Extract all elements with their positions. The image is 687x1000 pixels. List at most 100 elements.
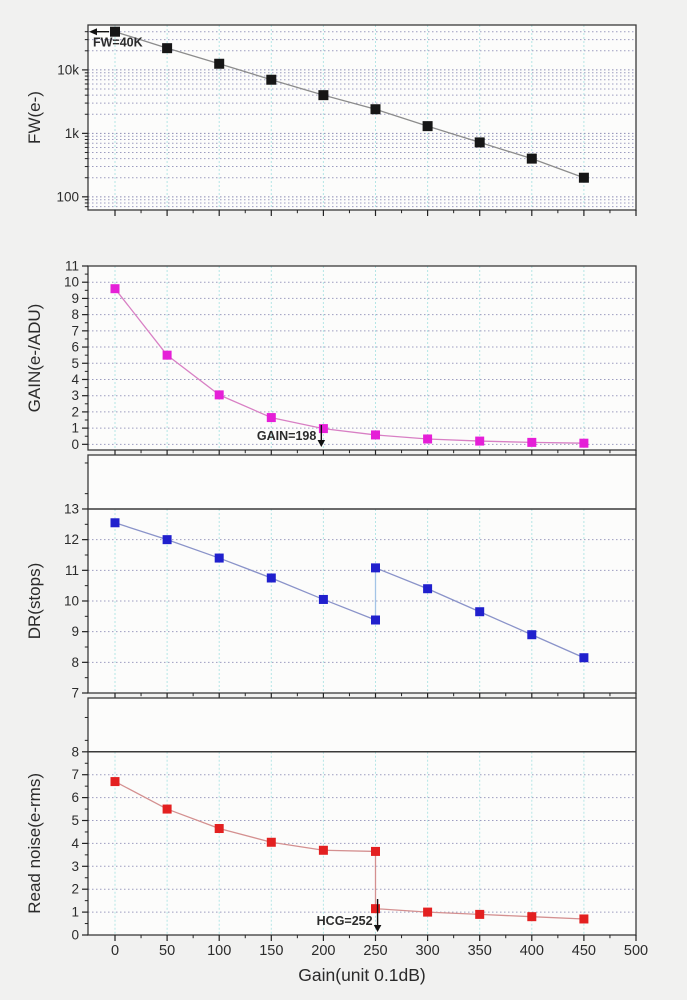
y-tick-label: 12 xyxy=(64,532,79,547)
y-tick-label: 1k xyxy=(65,126,80,141)
y-tick-label: 13 xyxy=(64,501,79,516)
series-segment-dr xyxy=(531,634,585,659)
series-segment-gain xyxy=(166,354,220,396)
y-tick-label: 11 xyxy=(65,563,79,578)
x-tick-label: 400 xyxy=(520,943,544,959)
y-tick-label: 5 xyxy=(71,813,79,828)
data-point-fw xyxy=(110,26,120,37)
data-point-fw xyxy=(214,58,225,69)
data-point-dr xyxy=(266,573,276,583)
data-point-read-noise xyxy=(527,912,537,922)
data-point-fw xyxy=(474,137,485,148)
data-point-gain xyxy=(162,350,172,360)
x-tick-label: 50 xyxy=(159,943,175,959)
series-segment-dr xyxy=(375,567,428,590)
series-segment-gain xyxy=(427,438,480,442)
series-segment-gain xyxy=(531,441,584,444)
panel-dr-frame xyxy=(87,454,637,694)
series-segment-gain xyxy=(479,440,532,444)
y-tick-label: 6 xyxy=(71,790,79,805)
data-point-fw xyxy=(266,74,277,85)
data-point-read-noise xyxy=(110,777,120,787)
data-point-dr xyxy=(318,594,328,604)
data-point-fw xyxy=(422,121,433,132)
data-point-gain xyxy=(318,424,328,434)
y-tick-label: 10 xyxy=(64,593,79,608)
y-tick-label: 1 xyxy=(71,421,79,436)
x-tick-label: 300 xyxy=(415,943,439,959)
data-point-read-noise xyxy=(162,804,172,814)
data-point-dr xyxy=(371,615,380,625)
y-tick-label: 7 xyxy=(71,686,79,701)
data-point-read-noise xyxy=(266,837,276,847)
y-tick-label: 0 xyxy=(71,928,79,943)
data-point-gain xyxy=(266,413,276,423)
panel-gain-frame xyxy=(87,265,637,451)
panel-dr-background xyxy=(88,455,636,693)
data-point-read-noise xyxy=(318,845,328,855)
data-point-fw xyxy=(578,172,589,183)
annotation-arrowhead xyxy=(317,440,326,447)
data-point-dr xyxy=(423,584,433,594)
x-tick-label: 200 xyxy=(311,943,335,959)
series-segment-read-noise xyxy=(427,911,480,916)
x-tick-label: 150 xyxy=(259,943,283,959)
series-segment-read-noise xyxy=(271,841,324,851)
x-tick-label: 0 xyxy=(111,943,119,959)
annotation-arrowhead xyxy=(373,925,382,932)
data-point-gain xyxy=(423,434,433,444)
series-segment-dr xyxy=(271,577,324,601)
panel-fw-frame xyxy=(87,24,637,211)
panel-read-noise-frame xyxy=(87,697,637,936)
series-segment-dr xyxy=(323,598,376,621)
series-segment-fw xyxy=(114,31,168,49)
y-tick-label: 2 xyxy=(71,404,79,419)
y-tick-label: 8 xyxy=(71,655,79,670)
annotation-label: GAIN=198 xyxy=(257,429,316,443)
series-segment-gain xyxy=(114,288,168,356)
y-tick-label: 9 xyxy=(71,291,79,306)
data-point-read-noise xyxy=(579,914,589,924)
data-point-dr xyxy=(371,563,380,573)
data-point-dr xyxy=(475,607,485,617)
series-segment-fw xyxy=(375,108,428,127)
x-axis-title: Gain(unit 0.1dB) xyxy=(298,965,425,985)
series-segment-dr xyxy=(166,539,220,559)
series-segment-read-noise xyxy=(166,808,220,830)
panel-gain-background xyxy=(88,266,636,450)
y-tick-label: 100 xyxy=(56,189,79,204)
data-point-read-noise xyxy=(371,846,380,856)
y-tick-label: 9 xyxy=(71,624,79,639)
data-point-gain xyxy=(371,430,380,440)
series-segment-dr xyxy=(114,522,168,541)
data-point-read-noise xyxy=(371,904,380,914)
y-tick-label: 4 xyxy=(71,836,79,851)
series-segment-fw xyxy=(427,125,480,144)
series-segment-fw xyxy=(271,79,324,96)
data-point-dr xyxy=(214,553,224,563)
x-tick-label: 350 xyxy=(468,943,492,959)
x-tick-label: 450 xyxy=(572,943,596,959)
y-tick-label: 0 xyxy=(71,437,79,452)
data-point-dr xyxy=(162,535,172,545)
panel-fw-background xyxy=(88,25,636,210)
y-tick-label: 7 xyxy=(71,323,79,338)
series-segment-fw xyxy=(219,63,272,81)
series-segment-gain xyxy=(271,416,324,430)
y-axis-title-fw: FW(e-) xyxy=(25,91,44,144)
series-segment-gain xyxy=(218,394,272,419)
y-tick-label: 1 xyxy=(71,905,79,920)
y-tick-label: 5 xyxy=(71,356,79,371)
series-segment-fw xyxy=(479,141,532,160)
data-point-gain xyxy=(579,438,589,448)
y-tick-label: 3 xyxy=(71,388,79,403)
x-tick-label: 100 xyxy=(207,943,231,959)
data-point-read-noise xyxy=(214,824,224,834)
series-segment-read-noise xyxy=(114,781,168,810)
series-segment-fw xyxy=(166,47,220,65)
y-axis-title-gain: GAIN(e-/ADU) xyxy=(25,304,44,413)
annotation-arrowhead xyxy=(89,28,97,36)
series-segment-read-noise xyxy=(323,849,376,853)
y-tick-label: 10 xyxy=(64,275,79,290)
